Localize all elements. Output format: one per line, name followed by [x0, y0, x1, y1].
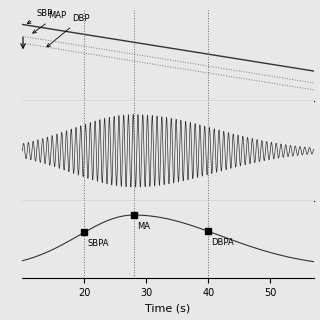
Text: MAP: MAP [33, 11, 67, 33]
Text: DBPA: DBPA [212, 238, 234, 247]
Text: DBP: DBP [47, 14, 90, 47]
Text: SBPA: SBPA [87, 239, 109, 248]
Text: SBP: SBP [28, 9, 52, 23]
Text: MA: MA [137, 222, 150, 231]
X-axis label: Time (s): Time (s) [145, 304, 191, 314]
